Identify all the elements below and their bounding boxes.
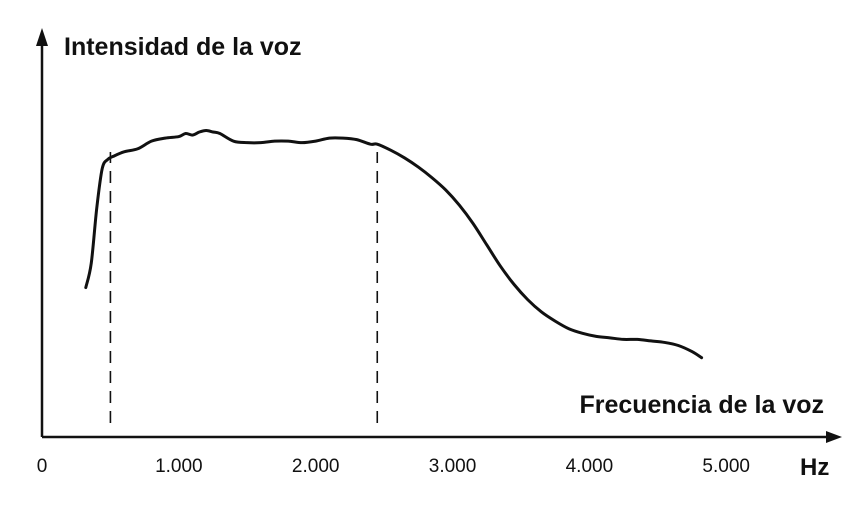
y-axis-title: Intensidad de la voz [64, 33, 302, 61]
x-tick-label: 5.000 [702, 456, 750, 477]
x-tick-label: 4.000 [566, 456, 614, 477]
x-tick-label: 3.000 [429, 456, 477, 477]
series-line [84, 128, 704, 360]
x-axis-arrow [826, 431, 842, 443]
reference-lines [109, 152, 379, 423]
x-tick-label: 2.000 [292, 456, 340, 477]
x-tick-label: 1.000 [155, 456, 203, 477]
x-tick-labels: 0 1.000 2.000 3.000 4.000 5.000 [37, 456, 750, 477]
x-tick-label: 0 [37, 456, 48, 477]
y-axis-arrow [36, 28, 48, 46]
x-axis-title: Frecuencia de la voz [579, 391, 824, 419]
x-axis-unit: Hz [800, 454, 829, 481]
